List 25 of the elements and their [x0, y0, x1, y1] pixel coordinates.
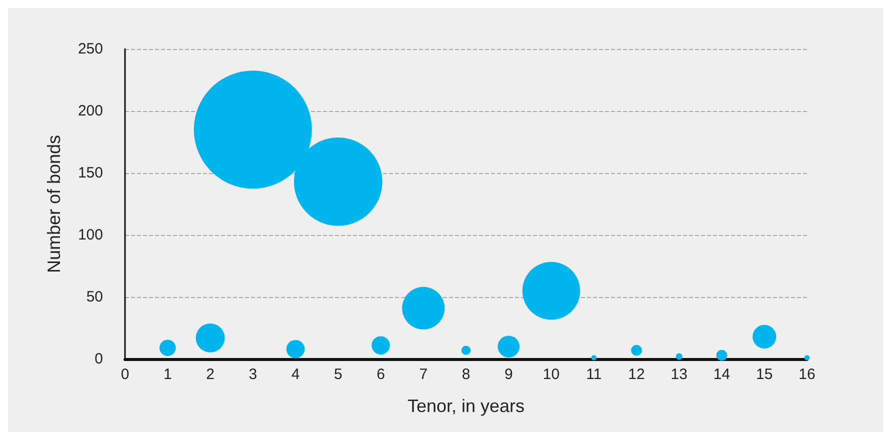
x-tick-label: 12: [628, 366, 645, 383]
x-tick-label: 2: [206, 366, 214, 383]
x-tick-label: 14: [713, 366, 730, 383]
x-tick-label: 10: [542, 366, 560, 383]
y-tick-label: 50: [86, 288, 103, 306]
y-tick-label: 150: [78, 164, 103, 182]
x-tick-label: 6: [376, 366, 385, 383]
x-axis-title: Tenor, in years: [407, 396, 525, 416]
x-tick-label: 7: [419, 366, 428, 383]
x-tick-label: 1: [163, 366, 172, 383]
x-tick-label: 16: [798, 366, 816, 383]
x-tick-label: 13: [670, 366, 688, 383]
x-tick-label: 9: [504, 366, 513, 383]
y-tick-label: 200: [78, 102, 103, 120]
x-tick-label: 4: [291, 366, 300, 383]
x-tick-label: 5: [334, 366, 342, 383]
x-tick-label: 15: [756, 366, 773, 383]
x-tick-label: 3: [248, 366, 258, 383]
x-tick-label: 8: [462, 366, 470, 383]
x-tick-label: 11: [586, 366, 602, 383]
y-axis-title: Number of bonds: [44, 134, 64, 274]
x-tick-label: 0: [120, 366, 130, 383]
y-tick-label: 250: [78, 40, 103, 58]
y-tick-label: 100: [78, 226, 103, 244]
y-tick-label: 0: [94, 350, 103, 368]
